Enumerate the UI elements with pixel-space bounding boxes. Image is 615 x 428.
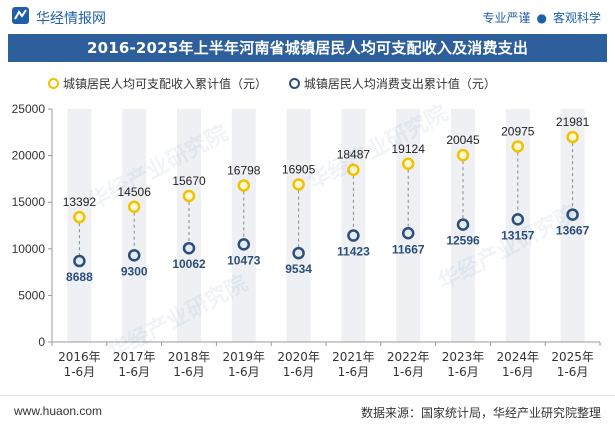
x-tick-label: 2019年	[223, 350, 266, 364]
x-tick-label: 2024年	[497, 350, 540, 364]
x-tick-label: 1-6月	[502, 365, 534, 379]
income-point	[401, 157, 415, 171]
expenditure-value-label: 10473	[227, 253, 261, 267]
footer: www.huaon.com 数据来源：国家统计局，华经产业研究院整理	[0, 395, 615, 428]
huajing-logo-icon	[12, 7, 29, 24]
income-point	[511, 140, 525, 153]
chart-title-bar: 2016-2025年上半年河南省城镇居民人均可支配收入及消费支出	[8, 34, 607, 62]
x-tick-label: 2020年	[277, 350, 320, 364]
income-value-label: 16798	[227, 163, 261, 177]
expenditure-value-label: 12596	[446, 234, 480, 248]
expenditure-point	[73, 254, 86, 268]
x-tick-label: 1-6月	[447, 365, 479, 379]
legend-item-income: 城镇居民人均可支配收入累计值（元）	[48, 75, 267, 92]
chart-plot: 05000100001500020000250002016年1-6月2017年1…	[12, 102, 601, 379]
income-value-label: 15670	[172, 174, 206, 188]
brand-name: 华经情报网	[36, 11, 106, 27]
tagline-right: 客观科学	[552, 11, 601, 25]
tagline-separator: ●	[536, 11, 547, 25]
income-point	[127, 200, 141, 214]
tagline-left: 专业严谨	[482, 11, 531, 25]
expenditure-value-label: 11423	[337, 245, 370, 259]
income-point	[182, 189, 196, 203]
expenditure-point	[127, 249, 141, 262]
chart-legend: 城镇居民人均可支配收入累计值（元） 城镇居民人均消费支出累计值（元）	[48, 75, 514, 93]
y-tick-label: 0	[38, 335, 45, 349]
x-tick-label: 2025年	[551, 350, 594, 364]
tagline: 专业严谨 ● 客观科学	[482, 9, 601, 26]
income-point	[456, 148, 470, 162]
income-value-label: 18487	[337, 148, 371, 162]
x-tick-label: 2023年	[442, 350, 485, 364]
income-value-label: 19124	[392, 142, 426, 156]
income-value-label: 13392	[63, 195, 97, 209]
footer-site-link[interactable]: www.huaon.com	[14, 404, 103, 418]
income-point	[566, 130, 579, 144]
footer-source: 数据来源：国家统计局，华经产业研究院整理	[360, 406, 601, 420]
expenditure-point	[292, 246, 305, 260]
x-tick-label: 1-6月	[64, 365, 96, 379]
category-band	[177, 109, 201, 342]
category-band	[286, 109, 311, 342]
category-band	[560, 109, 585, 342]
chart-title: 2016-2025年上半年河南省城镇居民人均可支配收入及消费支出	[86, 39, 529, 57]
y-tick-label: 25000	[12, 102, 46, 116]
expenditure-point	[237, 238, 251, 251]
expenditure-value-label: 9300	[121, 264, 148, 278]
income-value-label: 20975	[501, 125, 535, 139]
x-tick-label: 1-6月	[392, 365, 424, 379]
expenditure-value-label: 13157	[501, 228, 535, 242]
expenditure-point	[401, 227, 415, 240]
expenditure-point	[566, 208, 579, 221]
legend-marker-income-icon	[48, 78, 59, 89]
category-band	[231, 109, 256, 342]
expenditure-point	[456, 218, 470, 231]
y-tick-label: 5000	[18, 288, 45, 302]
x-tick-label: 1-6月	[557, 365, 589, 379]
y-tick-label: 15000	[12, 195, 46, 209]
income-value-label: 20045	[446, 133, 480, 147]
income-point	[347, 163, 360, 176]
expenditure-value-label: 13667	[556, 224, 590, 238]
expenditure-value-label: 8688	[66, 270, 93, 284]
income-point	[73, 210, 86, 224]
x-tick-label: 2016年	[58, 350, 101, 364]
x-tick-label: 2017年	[113, 350, 156, 364]
income-value-label: 14506	[118, 185, 152, 199]
expenditure-value-label: 10062	[172, 257, 206, 271]
y-tick-label: 20000	[12, 149, 46, 163]
income-value-label: 21981	[556, 115, 590, 129]
x-tick-label: 2022年	[387, 350, 430, 364]
legend-marker-expenditure-icon	[288, 78, 300, 89]
x-tick-label: 2018年	[168, 350, 211, 364]
expenditure-point	[182, 241, 196, 255]
y-tick-label: 10000	[12, 242, 46, 256]
expenditure-point	[347, 229, 360, 242]
income-value-label: 16905	[282, 162, 316, 176]
income-point	[237, 179, 251, 192]
x-tick-label: 2021年	[332, 350, 375, 364]
legend-label-income: 城镇居民人均可支配收入累计值（元）	[63, 77, 268, 91]
x-tick-label: 1-6月	[338, 365, 370, 379]
income-point	[292, 178, 305, 191]
x-tick-label: 1-6月	[173, 365, 205, 379]
expenditure-point	[511, 213, 525, 226]
x-tick-label: 1-6月	[283, 365, 315, 379]
x-tick-label: 1-6月	[118, 365, 150, 379]
expenditure-value-label: 9534	[285, 262, 312, 276]
legend-label-expenditure: 城镇居民人均消费支出累计值（元）	[303, 77, 496, 91]
legend-item-expenditure: 城镇居民人均消费支出累计值（元）	[288, 75, 496, 92]
x-tick-label: 1-6月	[228, 365, 260, 379]
expenditure-value-label: 11667	[392, 242, 425, 256]
top-bar: 华经情报网 专业严谨 ● 客观科学	[0, 0, 615, 32]
